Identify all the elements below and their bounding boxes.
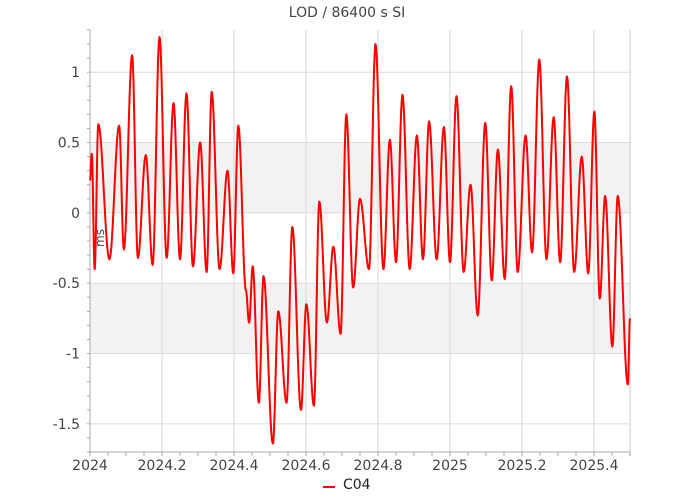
x-tick-label-7: 2025.4 — [570, 458, 619, 474]
axes — [87, 29, 631, 456]
y-tick-label-4: -1 — [66, 347, 80, 363]
y-tick-label-3: -0.5 — [53, 276, 80, 292]
x-tick-label-0: 2024 — [72, 458, 108, 474]
y-axis-label: ms — [93, 229, 107, 247]
legend: C04 — [323, 477, 371, 493]
y-tick-label-2: 0 — [71, 206, 80, 222]
series-line-c04 — [89, 36, 631, 445]
y-tick-label-1: 0.5 — [58, 136, 80, 152]
y-tick-labels: 1 0.5 0 -0.5 -1 -1.5 — [53, 65, 80, 433]
x-tick-label-2: 2024.4 — [210, 458, 259, 474]
chart-title: LOD / 86400 s SI — [289, 5, 405, 21]
x-tick-label-6: 2025.2 — [498, 458, 547, 474]
x-tick-label-1: 2024.2 — [138, 458, 187, 474]
legend-label-c04: C04 — [343, 477, 371, 493]
y-tick-label-0: 1 — [71, 65, 80, 81]
series-group — [89, 36, 631, 445]
x-tick-label-4: 2024.8 — [354, 458, 403, 474]
x-tick-label-5: 2025 — [432, 458, 468, 474]
y-tick-label-5: -1.5 — [53, 417, 80, 433]
x-tick-labels: 2024 2024.2 2024.4 2024.6 2024.8 2025 2025.2 20… — [72, 458, 618, 474]
shaded-band-1 — [90, 283, 630, 354]
shaded-bands — [90, 142, 630, 354]
x-tick-label-3: 2024.6 — [282, 458, 331, 474]
